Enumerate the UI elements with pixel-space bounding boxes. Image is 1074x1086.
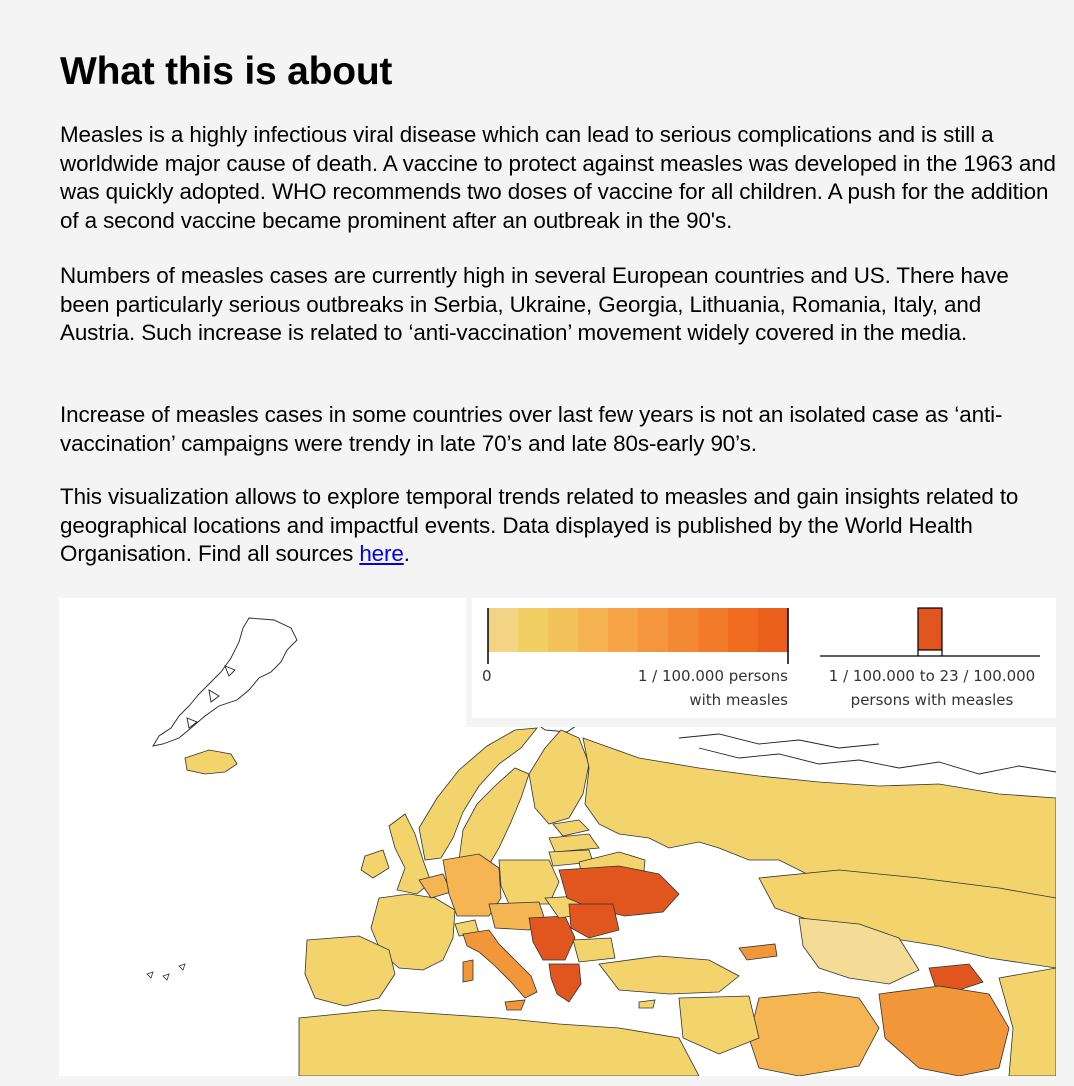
legend-label-max: 1 / 100.000 persons with measles — [637, 667, 788, 709]
georgia — [738, 943, 778, 961]
legend-label-range: 1 / 100.000 to 23 / 100.000 persons with… — [828, 667, 1036, 709]
map-svg — [146, 617, 1056, 1076]
legend-label-zero: 0 — [482, 667, 492, 685]
iceland — [184, 749, 238, 775]
sources-link[interactable]: here — [359, 541, 404, 567]
visualization-paragraph: This visualization allows to explore tem… — [60, 484, 1019, 567]
latvia — [548, 833, 600, 853]
romania — [568, 903, 620, 939]
turkmenistan-uzbekistan — [798, 917, 920, 985]
china-edge — [998, 967, 1056, 1076]
spain-portugal — [304, 935, 396, 1007]
legend-gap-left — [466, 598, 472, 720]
legend-highlight-swatch — [917, 607, 943, 651]
intro-paragraph: Measles is a highly infectious viral dis… — [60, 122, 1056, 233]
syria-iraq — [678, 995, 760, 1055]
turkey — [598, 955, 740, 995]
legend-gap-bottom — [466, 718, 1056, 727]
norway — [418, 727, 538, 861]
legend-swatch — [578, 608, 609, 652]
ireland — [360, 849, 390, 879]
iran — [748, 991, 880, 1076]
legend-swatch — [638, 608, 669, 652]
cyprus — [638, 999, 656, 1009]
serbia-balkans — [528, 915, 576, 961]
finland — [528, 729, 590, 825]
map-legend: 0 1 / 100.000 persons with measles 1 / 1… — [472, 600, 1056, 718]
russia-coastline — [698, 747, 1056, 775]
sicily — [504, 999, 526, 1011]
legend-swatch — [758, 608, 789, 652]
ukraine — [558, 865, 680, 917]
tajikistan — [928, 963, 984, 991]
legend-swatch — [548, 608, 579, 652]
north-africa — [298, 1009, 700, 1076]
legend-swatch — [728, 608, 759, 652]
bulgaria — [572, 937, 616, 963]
legend-swatch — [608, 608, 639, 652]
legend-scale — [487, 607, 1040, 664]
france — [370, 893, 456, 971]
italy — [462, 929, 538, 999]
afghanistan-pakistan — [878, 985, 1010, 1076]
greece — [548, 963, 582, 1003]
page-title: What this is about — [60, 50, 393, 93]
legend-swatch — [518, 608, 549, 652]
sardinia — [462, 959, 474, 983]
legend-swatch — [668, 608, 699, 652]
history-paragraph: Increase of measles cases in some countr… — [60, 402, 1003, 456]
legend-swatch — [488, 608, 519, 652]
legend-swatch — [698, 608, 729, 652]
greenland-outline — [152, 617, 298, 747]
outbreak-paragraph: Numbers of measles cases are currently h… — [60, 263, 1009, 346]
estonia — [552, 819, 590, 837]
